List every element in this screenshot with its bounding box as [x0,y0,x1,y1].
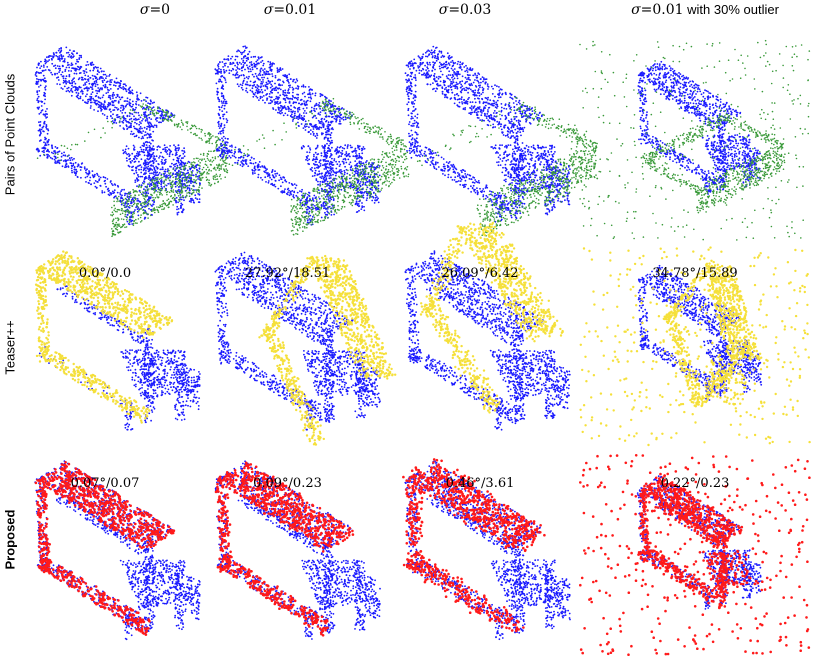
source-point-cloud [219,97,410,236]
target-point-cloud [637,264,763,401]
source-point-cloud [579,246,811,447]
error-metric-label: 0.0°/0.0 [79,266,131,281]
source-point-cloud [579,39,811,241]
column-header-2: σ=0.03 [420,2,510,18]
column-header-1: σ=0.01 [245,2,335,18]
panel-r2-c2: 0.46°/3.61 [402,458,571,641]
source-point-cloud [34,250,174,424]
source-point-cloud [419,221,564,414]
target-point-cloud [404,460,571,641]
error-metric-label: 0.46°/3.61 [446,476,515,491]
target-point-cloud [404,45,571,223]
sigma-value: =0 [149,2,170,18]
panel-r2-c1: 0.09°/0.23 [214,460,381,640]
sigma-symbol: σ [631,2,641,18]
target-point-cloud [34,46,201,226]
source-point-cloud [402,458,546,633]
sigma-value: =0.01 [273,2,316,18]
panel-r1-c0: 0.0°/0.0 [34,250,201,431]
source-point-cloud [214,461,355,637]
source-point-cloud [36,99,229,238]
panel-r0-c0 [34,46,229,238]
panel-r0-c3 [579,39,811,241]
error-metric-label: 34.78°/15.89 [652,266,737,281]
target-point-cloud [637,60,762,195]
source-point-cloud [34,461,176,636]
sigma-symbol: σ [140,2,150,18]
panel-r1-c2: 26.09°/6.42 [404,221,571,431]
sigma-symbol: σ [439,2,449,18]
source-point-cloud [416,96,601,239]
panel-r0-c1 [214,45,410,236]
panel-r1-c1: 27.92°/18.51 [214,251,397,446]
target-point-cloud [214,45,381,226]
error-metric-label: 0.07°/0.07 [71,476,140,491]
panel-r1-c3: 34.78°/15.89 [579,246,811,447]
error-metric-label: 26.09°/6.42 [441,266,518,281]
panel-r2-c0: 0.07°/0.07 [34,460,201,641]
sigma-value: =0.01 [641,2,684,18]
sigma-symbol: σ [264,2,274,18]
panel-r0-c2 [404,45,601,239]
error-metric-label: 27.92°/18.51 [245,266,330,281]
source-point-cloud [579,454,811,656]
error-metric-label: 0.09°/0.23 [253,476,322,491]
outlier-note: with 30% outlier [684,2,779,17]
sigma-value: =0.03 [448,2,491,18]
error-metric-label: 0.22°/0.23 [661,476,730,491]
column-header-3: σ=0.01 with 30% outlier [600,2,810,18]
panel-r2-c3: 0.22°/0.23 [579,454,811,656]
source-point-cloud [258,254,397,446]
column-header-0: σ=0 [110,2,200,18]
